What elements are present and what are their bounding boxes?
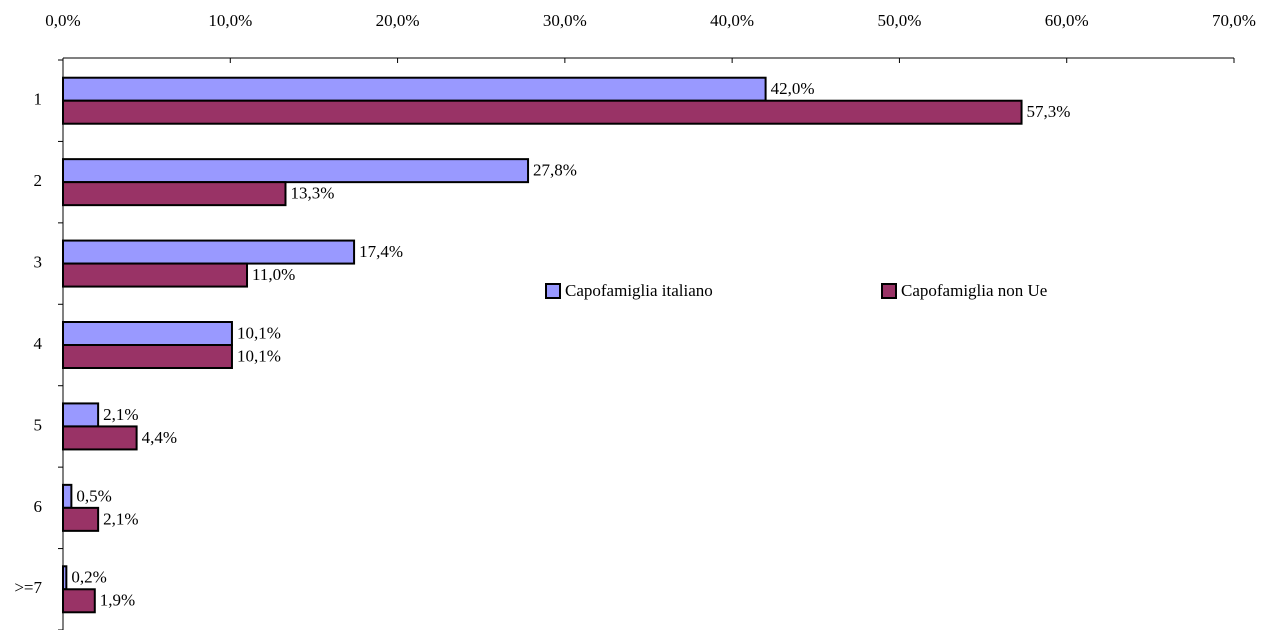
bar bbox=[62, 588, 96, 614]
value-label: 10,1% bbox=[237, 346, 281, 365]
value-label: 1,9% bbox=[100, 591, 135, 610]
value-label: 4,4% bbox=[142, 428, 177, 447]
x-tick-label: 60,0% bbox=[1045, 11, 1089, 30]
bar bbox=[62, 425, 138, 451]
value-label: 11,0% bbox=[252, 265, 295, 284]
bar bbox=[62, 158, 530, 184]
value-label: 17,4% bbox=[359, 242, 403, 261]
legend-label: Capofamiglia italiano bbox=[565, 281, 713, 300]
bar bbox=[62, 239, 356, 265]
bar bbox=[62, 321, 233, 346]
y-tick-label: 3 bbox=[34, 252, 43, 271]
value-label: 2,1% bbox=[103, 509, 138, 528]
value-label: 10,1% bbox=[237, 323, 281, 342]
bar bbox=[62, 262, 249, 288]
x-tick-label: 20,0% bbox=[376, 11, 420, 30]
x-tick-label: 0,0% bbox=[45, 11, 80, 30]
y-tick-label: 6 bbox=[34, 497, 43, 516]
value-label: 42,0% bbox=[771, 79, 815, 98]
value-label: 0,2% bbox=[71, 568, 106, 587]
y-tick-label: >=7 bbox=[14, 578, 42, 597]
y-tick-label: 4 bbox=[34, 334, 43, 353]
bar bbox=[62, 344, 233, 369]
value-label: 0,5% bbox=[76, 486, 111, 505]
x-tick-label: 50,0% bbox=[877, 11, 921, 30]
value-label: 57,3% bbox=[1027, 102, 1071, 121]
x-tick-label: 70,0% bbox=[1212, 11, 1256, 30]
bar bbox=[62, 402, 100, 428]
bar bbox=[62, 565, 68, 591]
bar bbox=[62, 76, 767, 102]
value-label: 13,3% bbox=[290, 184, 334, 203]
bar bbox=[62, 506, 100, 532]
bar bbox=[62, 99, 1023, 125]
legend-swatch bbox=[545, 283, 561, 299]
legend-swatch bbox=[881, 283, 897, 299]
x-tick-label: 10,0% bbox=[208, 11, 252, 30]
x-tick-label: 40,0% bbox=[710, 11, 754, 30]
y-tick-label: 1 bbox=[34, 90, 43, 109]
legend-label: Capofamiglia non Ue bbox=[901, 281, 1047, 300]
y-tick-label: 5 bbox=[34, 415, 43, 434]
y-tick-label: 2 bbox=[34, 171, 43, 190]
bar bbox=[62, 181, 287, 207]
value-label: 2,1% bbox=[103, 405, 138, 424]
value-label: 27,8% bbox=[533, 161, 577, 180]
bar bbox=[62, 483, 73, 509]
x-tick-label: 30,0% bbox=[543, 11, 587, 30]
